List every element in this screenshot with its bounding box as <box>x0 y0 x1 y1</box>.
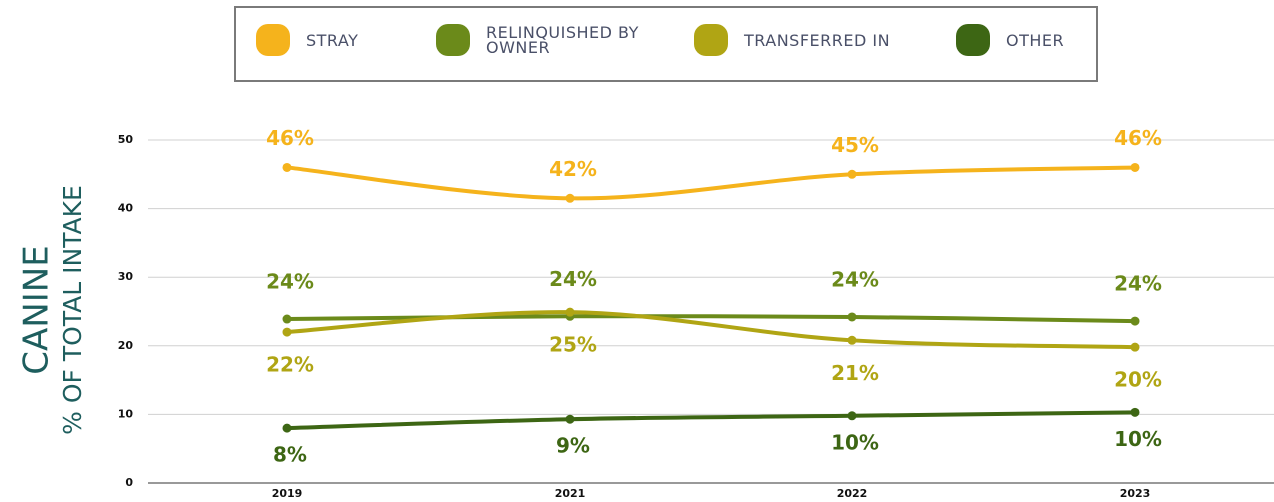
legend-label: TRANSFERRED IN <box>744 30 891 50</box>
data-label: 45% <box>831 133 879 157</box>
data-point <box>282 327 292 337</box>
y-tick-label: 20 <box>118 339 134 352</box>
data-label: 24% <box>831 267 879 291</box>
y-tick-label: 40 <box>118 202 134 215</box>
series-line <box>285 410 1137 431</box>
legend-item: TRANSFERRED IN <box>694 24 904 56</box>
series-line <box>285 165 1137 201</box>
y-axis-label: % OF TOTAL INTAKE <box>58 185 87 435</box>
legend-label: STRAY <box>306 30 359 50</box>
y-tick-label: 50 <box>118 133 134 146</box>
legend-swatch <box>694 24 728 56</box>
legend-swatch <box>436 24 470 56</box>
data-point <box>565 414 575 424</box>
legend-item: OTHER <box>956 24 1126 56</box>
y-tick-label: 10 <box>118 407 134 420</box>
data-label: 46% <box>1114 126 1162 150</box>
data-label: 42% <box>549 157 597 181</box>
data-point <box>847 335 857 345</box>
data-label: 20% <box>1114 368 1162 392</box>
x-tick-label: 2021 <box>555 487 586 500</box>
data-label: 9% <box>556 434 590 458</box>
data-point <box>1130 162 1140 172</box>
series-line <box>285 314 1137 324</box>
data-label: 21% <box>831 361 879 385</box>
chart-title: CANINE <box>17 245 57 374</box>
data-label: 24% <box>266 270 314 294</box>
data-point <box>565 307 575 317</box>
x-tick-label: 2023 <box>1120 487 1151 500</box>
legend-label: RELINQUISHED BY OWNER <box>486 23 639 57</box>
series-line <box>285 310 1137 350</box>
data-point <box>282 162 292 172</box>
y-tick-label: 0 <box>125 476 133 489</box>
data-point <box>1130 316 1140 326</box>
legend-item: STRAY <box>256 24 406 56</box>
x-tick-label: 2022 <box>837 487 868 500</box>
data-label: 24% <box>1114 272 1162 296</box>
y-tick-label: 30 <box>118 270 134 283</box>
data-label: 10% <box>831 430 879 454</box>
data-label: 10% <box>1114 427 1162 451</box>
data-point <box>282 423 292 433</box>
data-label: 8% <box>273 443 307 467</box>
data-label: 46% <box>266 126 314 150</box>
data-point <box>847 411 857 421</box>
data-label: 25% <box>549 333 597 357</box>
data-point <box>282 314 292 324</box>
data-label: 22% <box>266 353 314 377</box>
legend: STRAY RELINQUISHED BY OWNER TRANSFERRED IN… <box>234 6 1098 82</box>
x-tick-label: 2019 <box>272 487 303 500</box>
data-point <box>1130 407 1140 417</box>
data-point <box>565 193 575 203</box>
data-point <box>1130 342 1140 352</box>
data-point <box>847 169 857 179</box>
legend-swatch <box>256 24 290 56</box>
legend-label: OTHER <box>1006 30 1065 50</box>
legend-item: RELINQUISHED BY OWNER <box>436 24 646 56</box>
legend-swatch <box>956 24 990 56</box>
data-label: 24% <box>549 267 597 291</box>
data-point <box>847 312 857 322</box>
